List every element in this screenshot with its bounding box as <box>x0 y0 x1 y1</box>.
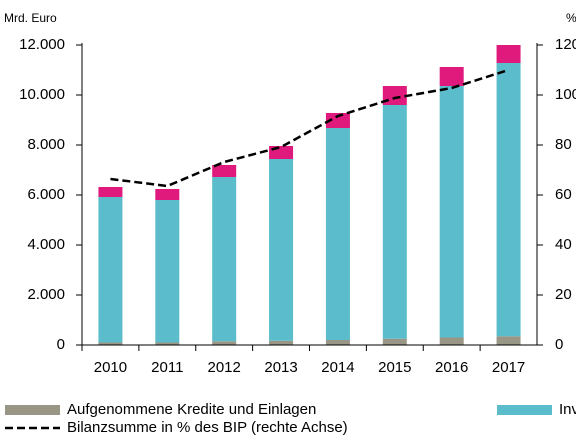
bar-segment <box>155 189 180 200</box>
x-tick-label: 2017 <box>492 359 525 376</box>
bar-segment <box>325 128 350 340</box>
y-tick-label: 12.000 <box>19 36 65 53</box>
bar-segment <box>269 340 294 345</box>
bar-segment <box>496 45 521 63</box>
legend-swatch <box>5 405 60 415</box>
y2-tick-label: 80 <box>555 136 572 153</box>
line-series <box>110 68 509 188</box>
legend-label: Inv <box>559 401 576 418</box>
bar-segment <box>98 187 123 197</box>
bar-segment <box>212 177 237 342</box>
x-tick-label: 2015 <box>378 359 411 376</box>
bar-segment <box>382 105 407 339</box>
x-tick-label: 2014 <box>321 359 354 376</box>
y2-axis-label: % <box>566 11 576 25</box>
x-tick-label: 2011 <box>151 359 183 376</box>
y-tick-label: 8.000 <box>27 136 65 153</box>
bar-segment <box>496 336 521 345</box>
y2-tick-label: 20 <box>555 286 572 303</box>
bar-segment <box>212 341 237 345</box>
y-tick-label: 6.000 <box>27 186 65 203</box>
x-tick-label: 2013 <box>264 359 297 376</box>
y-tick-label: 0 <box>57 336 65 353</box>
x-tick-label: 2012 <box>208 359 241 376</box>
bar-segment <box>382 338 407 345</box>
bar-segment <box>439 337 464 345</box>
bar-segment <box>212 165 237 177</box>
y-tick-label: 2.000 <box>27 286 65 303</box>
bar-segment <box>325 340 350 345</box>
x-tick-label: 2010 <box>94 359 127 376</box>
y2-tick-label: 60 <box>555 186 572 203</box>
y2-tick-label: 120 <box>555 36 576 53</box>
y2-tick-label: 40 <box>555 236 572 253</box>
bar-segment <box>382 86 407 105</box>
bar-segment <box>269 159 294 341</box>
y-tick-label: 10.000 <box>19 86 65 103</box>
bar-segment <box>98 342 123 345</box>
bar-segment <box>155 200 180 343</box>
legend-label: Aufgenommene Kredite und Einlagen <box>67 401 316 418</box>
legend-label: Bilanzsumme in % des BIP (rechte Achse) <box>67 419 348 436</box>
bar-segment <box>496 63 521 337</box>
y-tick-label: 4.000 <box>27 236 65 253</box>
y2-tick-label: 100 <box>555 86 576 103</box>
legend-swatch <box>497 405 552 415</box>
y2-tick-label: 0 <box>555 336 563 353</box>
bar-segment <box>325 113 350 128</box>
y-axis-label: Mrd. Euro <box>4 11 57 25</box>
bar-segment <box>155 342 180 345</box>
bar-segment <box>98 197 123 343</box>
x-tick-label: 2016 <box>435 359 468 376</box>
bar-segment <box>439 67 464 86</box>
bar-segment <box>439 86 464 338</box>
